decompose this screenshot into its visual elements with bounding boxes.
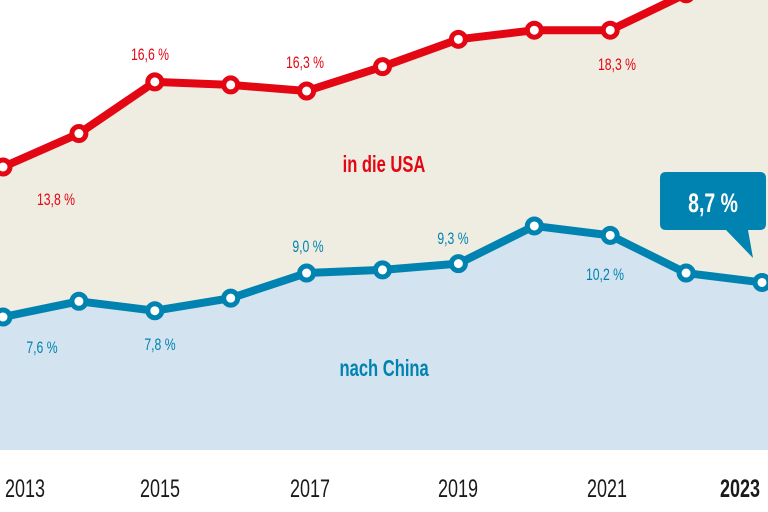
point-china [297, 263, 317, 283]
point-usa [0, 157, 13, 177]
point-usa [524, 20, 544, 40]
x-tick-label: 2017 [290, 474, 330, 503]
x-tick-label: 2023 [720, 474, 760, 503]
areas [0, 0, 768, 450]
data-label: 18,3 % [598, 56, 636, 74]
point-china [221, 288, 241, 308]
x-tick-label: 2021 [587, 474, 627, 503]
point-usa [600, 20, 620, 40]
area-china [0, 225, 768, 450]
data-label: 9,3 % [437, 230, 468, 248]
lines [0, 0, 768, 327]
x-tick-label: 2019 [438, 474, 478, 503]
point-china [600, 225, 620, 245]
callout-text: 8,7 % [688, 188, 738, 218]
data-label: 7,8 % [144, 336, 175, 354]
point-usa [678, 0, 694, 4]
point-china [0, 307, 13, 327]
data-labels: 13,8 % 16,6 % 16,3 % 18,3 % 7,6 % 7,8 % 9,0 % 9… [26, 46, 636, 357]
point-china [448, 254, 468, 274]
data-label: 16,6 % [131, 46, 169, 64]
x-axis: 2013 2015 2017 2019 2021 2023 [5, 474, 760, 503]
series-label-usa: in die USA [343, 152, 426, 177]
point-usa [297, 81, 317, 101]
callout-bubble: 8,7 % [660, 172, 766, 258]
data-label: 13,8 % [37, 191, 75, 209]
x-tick-label: 2013 [5, 474, 45, 503]
point-china [676, 263, 696, 283]
point-china [752, 272, 768, 292]
point-usa [69, 124, 89, 144]
data-label: 7,6 % [26, 339, 57, 357]
point-usa [373, 57, 392, 77]
point-usa [448, 29, 468, 49]
point-china [524, 216, 544, 236]
x-tick-label: 2015 [140, 474, 180, 503]
point-china [69, 291, 89, 311]
point-china [145, 301, 165, 321]
point-usa [145, 72, 165, 92]
data-label: 10,2 % [586, 266, 624, 284]
point-usa [221, 75, 241, 95]
data-label: 9,0 % [292, 238, 323, 256]
series-label-china: nach China [340, 356, 430, 381]
callout-box [660, 172, 766, 258]
point-china [373, 260, 392, 280]
data-label: 16,3 % [286, 54, 324, 72]
